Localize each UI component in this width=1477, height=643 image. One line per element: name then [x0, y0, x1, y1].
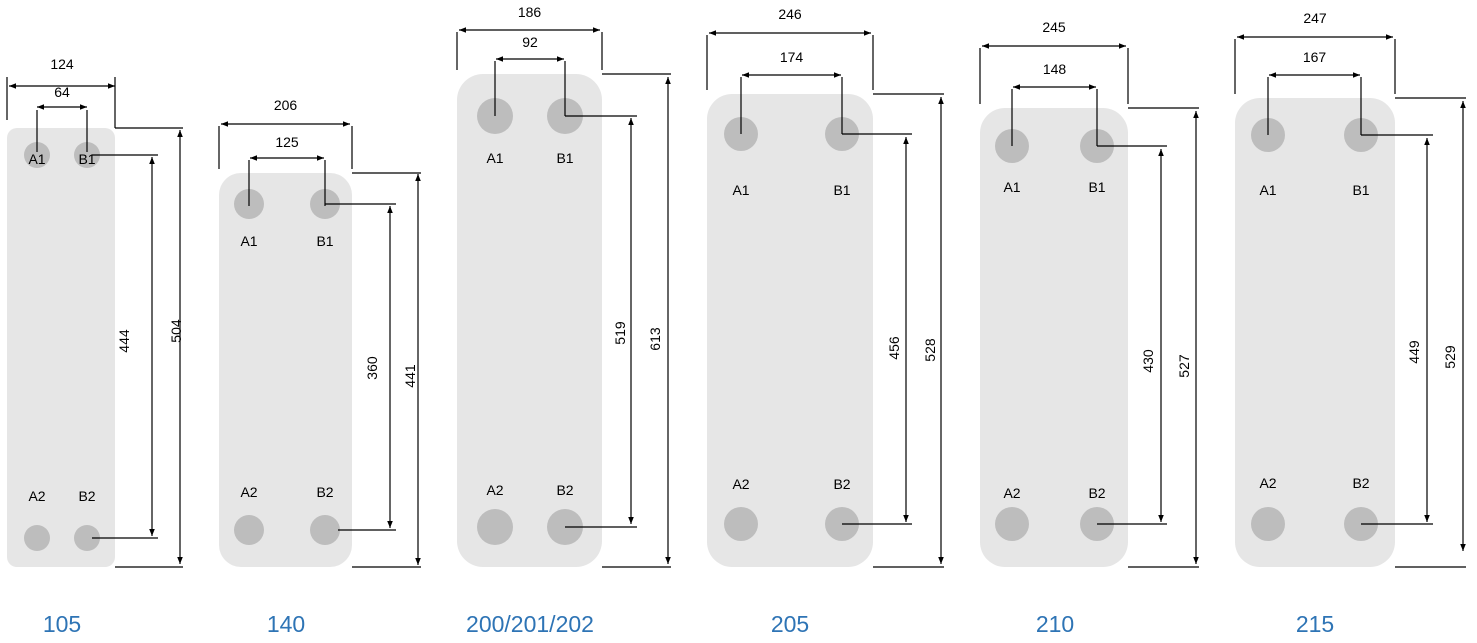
port-label-b1: B1: [78, 151, 95, 167]
port-label-a1: A1: [486, 150, 503, 166]
port-height-label: 360: [364, 356, 380, 380]
model-drawing-2: A1 B1 A2 B2 206 125 360 441 140: [218, 97, 421, 637]
total-width-label: 245: [1042, 19, 1066, 35]
total-width-label: 186: [518, 4, 542, 20]
port-label-b1: B1: [1088, 179, 1105, 195]
model-drawing-4: A1 B1 A2 B2 246 174 456 528 205: [706, 6, 944, 637]
port-label-a2: A2: [240, 484, 257, 500]
plate-outline: [7, 128, 115, 567]
port-label-a2: A2: [732, 476, 749, 492]
port-a2: [477, 509, 513, 545]
port-label-a2: A2: [1003, 485, 1020, 501]
port-label-b1: B1: [556, 150, 573, 166]
plate-outline: [707, 94, 873, 567]
model-drawing-6: A1 B1 A2 B2 247 167 449 529 215: [1234, 10, 1466, 637]
plate-outline: [219, 173, 352, 567]
total-height-label: 441: [402, 364, 418, 388]
port-a2: [234, 515, 264, 545]
model-label: 140: [267, 611, 305, 637]
port-spacing-label: 125: [275, 134, 299, 150]
port-a2: [724, 507, 758, 541]
port-a2: [24, 525, 50, 551]
port-label-a1: A1: [240, 233, 257, 249]
total-width-label: 246: [778, 6, 802, 22]
port-label-b2: B2: [1352, 475, 1369, 491]
port-label-a2: A2: [1259, 475, 1276, 491]
model-drawing-3: A1 B1 A2 B2 186 92 519 613 200/201/202: [456, 4, 671, 637]
port-label-b2: B2: [1088, 485, 1105, 501]
port-label-b1: B1: [316, 233, 333, 249]
port-spacing-label: 92: [522, 34, 538, 50]
port-b2: [310, 515, 340, 545]
model-drawing-1: A1 B1 A2 B2 124 64 444 504 105: [6, 56, 184, 637]
plate-outline: [457, 74, 602, 567]
port-label-b2: B2: [78, 488, 95, 504]
port-label-b1: B1: [833, 182, 850, 198]
port-spacing-label: 174: [780, 49, 804, 65]
model-drawing-5: A1 B1 A2 B2 245 148 430 527 210: [979, 19, 1199, 637]
port-height-label: 519: [612, 321, 628, 345]
port-spacing-label: 167: [1303, 49, 1327, 65]
port-spacing-label: 148: [1043, 61, 1067, 77]
port-label-a1: A1: [1003, 179, 1020, 195]
total-height-label: 528: [922, 338, 938, 362]
port-label-a2: A2: [486, 482, 503, 498]
model-label: 205: [771, 611, 809, 637]
port-spacing-label: 64: [54, 84, 70, 100]
port-b1: [74, 142, 100, 168]
total-width-label: 206: [274, 97, 298, 113]
total-height-label: 504: [168, 319, 184, 343]
port-a2: [1251, 507, 1285, 541]
plate-outline: [1235, 98, 1395, 567]
port-label-a2: A2: [28, 488, 45, 504]
model-label: 200/201/202: [466, 611, 594, 637]
port-label-b2: B2: [316, 484, 333, 500]
total-height-label: 613: [647, 327, 663, 351]
model-label: 215: [1296, 611, 1334, 637]
total-height-label: 529: [1442, 345, 1458, 369]
port-height-label: 430: [1140, 349, 1156, 373]
port-b2: [74, 525, 100, 551]
plate-outline: [980, 108, 1128, 567]
port-label-b1: B1: [1352, 182, 1369, 198]
port-label-b2: B2: [556, 482, 573, 498]
port-height-label: 456: [886, 336, 902, 360]
total-height-label: 527: [1176, 354, 1192, 378]
port-a2: [995, 507, 1029, 541]
port-height-label: 444: [116, 329, 132, 353]
port-label-a1: A1: [1259, 182, 1276, 198]
port-a1: [24, 142, 50, 168]
total-width-label: 124: [50, 56, 74, 72]
port-label-a1: A1: [28, 151, 45, 167]
total-width-label: 247: [1303, 10, 1327, 26]
model-label: 210: [1036, 611, 1074, 637]
port-label-a1: A1: [732, 182, 749, 198]
port-label-b2: B2: [833, 476, 850, 492]
port-height-label: 449: [1406, 340, 1422, 364]
model-label: 105: [43, 611, 81, 637]
